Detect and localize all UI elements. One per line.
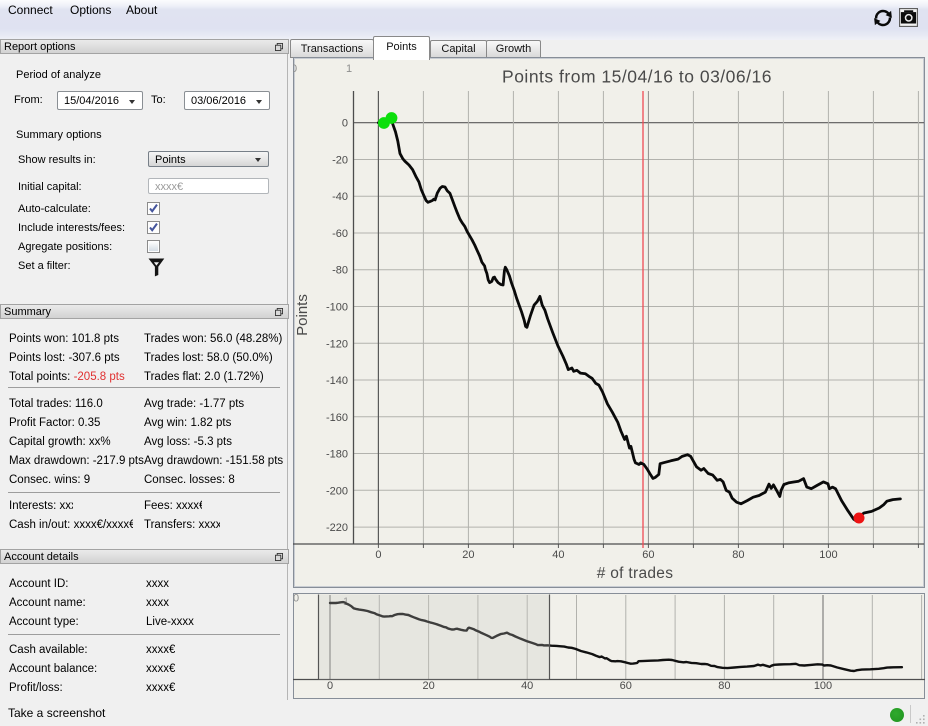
svg-text:0: 0 xyxy=(375,549,381,561)
svg-text:0: 0 xyxy=(293,593,299,605)
svg-text:80: 80 xyxy=(732,549,744,561)
svg-text:100: 100 xyxy=(814,680,832,692)
svg-text:-120: -120 xyxy=(326,338,348,350)
svg-text:0: 0 xyxy=(327,680,333,692)
svg-text:-100: -100 xyxy=(326,302,348,314)
svg-text:-160: -160 xyxy=(326,412,348,424)
svg-text:-20: -20 xyxy=(332,155,348,167)
svg-text:80: 80 xyxy=(718,680,730,692)
svg-text:20: 20 xyxy=(462,549,474,561)
svg-text:-80: -80 xyxy=(332,265,348,277)
svg-text:-220: -220 xyxy=(326,522,348,534)
svg-text:40: 40 xyxy=(552,549,564,561)
svg-text:0: 0 xyxy=(342,118,348,130)
svg-text:-40: -40 xyxy=(332,191,348,203)
svg-text:60: 60 xyxy=(620,680,632,692)
svg-text:0: 0 xyxy=(293,63,297,75)
svg-text:-180: -180 xyxy=(326,449,348,461)
svg-text:Points: Points xyxy=(294,294,311,336)
svg-text:-140: -140 xyxy=(326,375,348,387)
svg-text:Points from 15/04/16 to 03/06/: Points from 15/04/16 to 03/06/16 xyxy=(502,67,772,87)
svg-text:1: 1 xyxy=(346,63,352,75)
svg-text:-200: -200 xyxy=(326,485,348,497)
svg-text:20: 20 xyxy=(422,680,434,692)
svg-text:-60: -60 xyxy=(332,228,348,240)
svg-text:# of trades: # of trades xyxy=(597,565,674,582)
svg-text:40: 40 xyxy=(521,680,533,692)
svg-text:100: 100 xyxy=(819,549,837,561)
svg-text:60: 60 xyxy=(642,549,654,561)
